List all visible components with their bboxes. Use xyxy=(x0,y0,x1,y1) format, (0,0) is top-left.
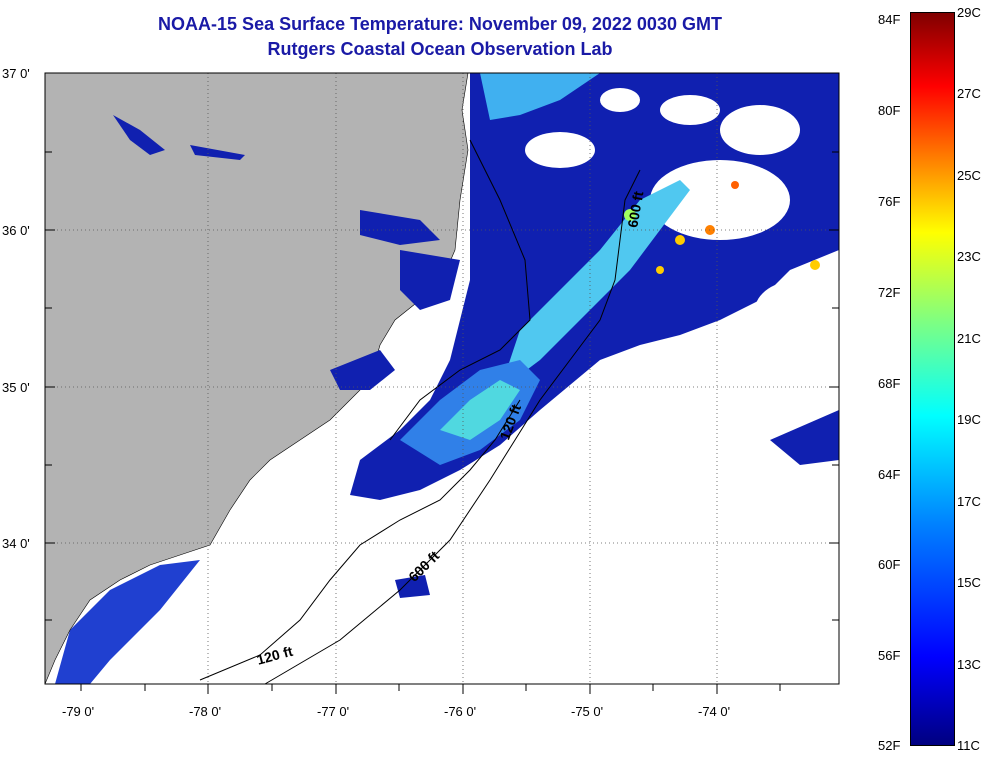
colorbar-c-label: 23C xyxy=(957,249,981,264)
colorbar-c-label: 27C xyxy=(957,86,981,101)
lat-label: 36 0' xyxy=(2,223,30,238)
east-patch xyxy=(770,410,839,465)
colorbar-f-label: 60F xyxy=(878,557,901,572)
axis-ticks xyxy=(45,72,839,694)
colorbar-f-label: 72F xyxy=(878,285,901,300)
contour-600ft xyxy=(264,169,641,685)
contour-120ft xyxy=(199,399,521,681)
lon-label: -78 0' xyxy=(189,704,222,719)
map-frame xyxy=(44,72,840,685)
colorbar-f-label: 68F xyxy=(878,376,901,391)
colorbar-c-label: 19C xyxy=(957,412,981,427)
colorbar-f-label: 84F xyxy=(878,12,901,27)
gulf-stream-filament xyxy=(500,180,690,390)
outer-banks xyxy=(389,139,531,441)
colorbar-f-label: 80F xyxy=(878,103,901,118)
colorbar-c-label: 15C xyxy=(957,575,981,590)
colorbar-f-label: 52F xyxy=(878,738,901,753)
sw-water xyxy=(55,560,200,684)
map-title: NOAA-15 Sea Surface Temperature: Novembe… xyxy=(158,14,722,34)
colorbar-c-label: 11C xyxy=(957,738,980,753)
colorbar-f-label: 76F xyxy=(878,194,901,209)
warm-core xyxy=(440,380,520,440)
lon-label: -75 0' xyxy=(571,704,604,719)
colorbar-c-label: 29C xyxy=(957,5,981,20)
cloud-gaps xyxy=(525,88,839,340)
lon-label: -77 0' xyxy=(317,704,350,719)
south-patch xyxy=(395,575,430,598)
lon-label: -74 0' xyxy=(698,704,731,719)
warm-spots xyxy=(624,181,820,274)
temperature-colorbar xyxy=(910,12,955,746)
lat-label: 34 0' xyxy=(2,536,30,551)
lon-label: -76 0' xyxy=(444,704,477,719)
shelf-water-region xyxy=(480,73,600,120)
colorbar-f-label: 64F xyxy=(878,467,901,482)
sounds xyxy=(113,115,460,390)
colorbar-c-label: 13C xyxy=(957,657,981,672)
lat-label: 37 0' xyxy=(2,66,30,81)
contour-label: 600 ft xyxy=(624,190,646,229)
map-subtitle: Rutgers Coastal Ocean Observation Lab xyxy=(267,39,613,59)
lon-label: -79 0' xyxy=(62,704,95,719)
colorbar-c-label: 25C xyxy=(957,168,981,183)
colorbar-c-label: 17C xyxy=(957,494,981,509)
colorbar-c-label: 21C xyxy=(957,331,981,346)
lat-label: 35 0' xyxy=(2,380,30,395)
bathymetry-contours xyxy=(199,169,641,685)
graticule xyxy=(45,73,839,684)
colorbar-f-label: 56F xyxy=(878,648,901,663)
